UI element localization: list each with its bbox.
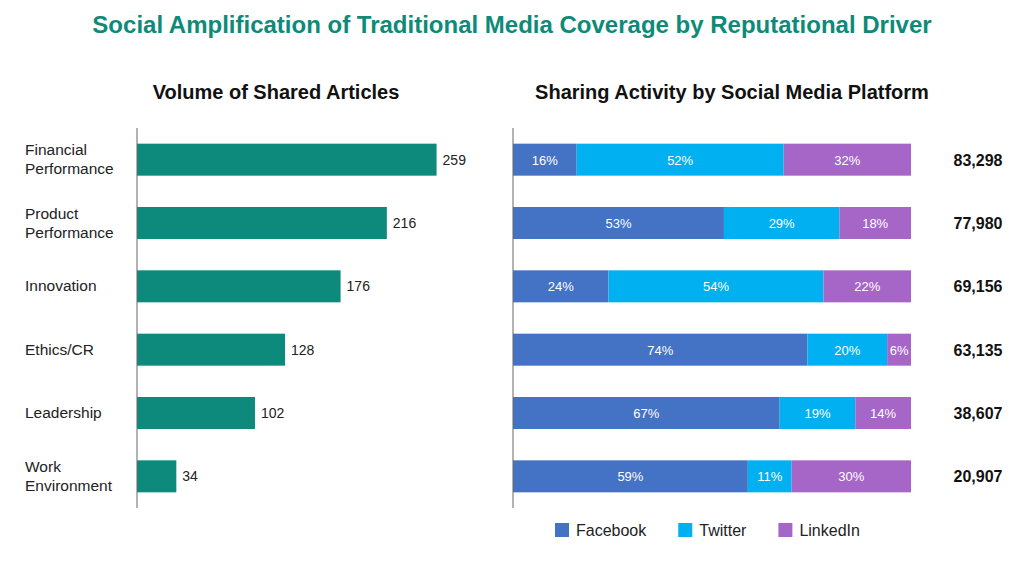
bar [137, 207, 387, 239]
main-title: Social Amplification of Traditional Medi… [92, 11, 931, 38]
bar-segment [724, 207, 839, 239]
axis-line [137, 128, 138, 508]
bar-segment [823, 270, 911, 302]
bar-segment [513, 334, 808, 366]
label-line: Financial [25, 141, 87, 158]
data-label: 59% [617, 469, 643, 484]
data-label: 128 [291, 342, 315, 358]
data-label: 22% [854, 279, 880, 294]
total-label: 63,135 [954, 342, 1003, 359]
label-line: Innovation [25, 277, 97, 294]
data-label: 176 [347, 278, 371, 294]
data-label: 52% [667, 153, 693, 168]
data-label: 259 [443, 152, 467, 168]
bar [137, 334, 285, 366]
data-label: 53% [605, 216, 631, 231]
legend-swatch [555, 523, 569, 537]
data-label: 102 [261, 405, 285, 421]
data-label: 11% [757, 469, 782, 484]
bar-segment [513, 207, 724, 239]
data-label: 6% [890, 343, 909, 358]
data-label: 30% [838, 469, 864, 484]
total-label: 77,980 [954, 215, 1003, 232]
data-label: 32% [834, 153, 860, 168]
legend-swatch [678, 523, 692, 537]
bar-segment [784, 144, 911, 176]
data-label: 16% [532, 153, 558, 168]
bar [137, 144, 437, 176]
data-label: 216 [393, 215, 417, 231]
bar-segment [839, 207, 911, 239]
data-label: 34 [182, 468, 198, 484]
label-line: Environment [25, 477, 113, 494]
data-label: 14% [870, 406, 896, 421]
bars [137, 144, 437, 493]
data-label: 18% [862, 216, 888, 231]
data-label: 74% [647, 343, 673, 358]
data-label: 24% [548, 279, 574, 294]
label-line: Ethics/CR [25, 341, 94, 358]
legend: Facebook Twitter LinkedIn [555, 522, 860, 539]
axis-line [513, 128, 514, 508]
category-label: Work Environment [25, 458, 113, 494]
stacked-bars [513, 144, 911, 493]
bar-segment [577, 144, 784, 176]
bar-segment [513, 460, 748, 492]
label-line: Work [25, 458, 61, 475]
bar-segment [748, 460, 792, 492]
total-label: 20,907 [954, 468, 1003, 485]
data-label: 67% [633, 406, 659, 421]
bar-segment [887, 334, 911, 366]
category-label: Product Performance [25, 205, 114, 241]
label-line: Performance [25, 160, 114, 177]
bar-segment [609, 270, 824, 302]
bar [137, 270, 341, 302]
total-label: 69,156 [954, 278, 1003, 295]
bar [137, 460, 176, 492]
legend-swatch [778, 523, 792, 537]
bar-segment [513, 397, 780, 429]
label-line: Product [25, 205, 79, 222]
bar-segment [513, 144, 577, 176]
category-label: Financial Performance [25, 141, 114, 177]
bar-segment [808, 334, 888, 366]
label-line: Leadership [25, 404, 102, 421]
data-label: 20% [834, 343, 860, 358]
category-label: Ethics/CR [25, 341, 94, 358]
bar-segment [513, 270, 609, 302]
chart-title: Volume of Shared Articles [153, 81, 400, 103]
bar-segment [855, 397, 911, 429]
chart-canvas: Social Amplification of Traditional Medi… [0, 0, 1024, 567]
bar [137, 397, 255, 429]
total-label: 83,298 [954, 152, 1003, 169]
legend-label: LinkedIn [799, 522, 860, 539]
legend-label: Twitter [699, 522, 747, 539]
legend-label: Facebook [576, 522, 647, 539]
data-label: 54% [703, 279, 729, 294]
data-label: 29% [769, 216, 795, 231]
label-line: Performance [25, 224, 114, 241]
data-label: 19% [804, 406, 830, 421]
bar-segment [792, 460, 911, 492]
category-label: Leadership [25, 404, 102, 421]
chart-title: Sharing Activity by Social Media Platfor… [535, 81, 929, 103]
bar-segment [780, 397, 856, 429]
total-label: 38,607 [954, 405, 1003, 422]
category-label: Innovation [25, 277, 97, 294]
